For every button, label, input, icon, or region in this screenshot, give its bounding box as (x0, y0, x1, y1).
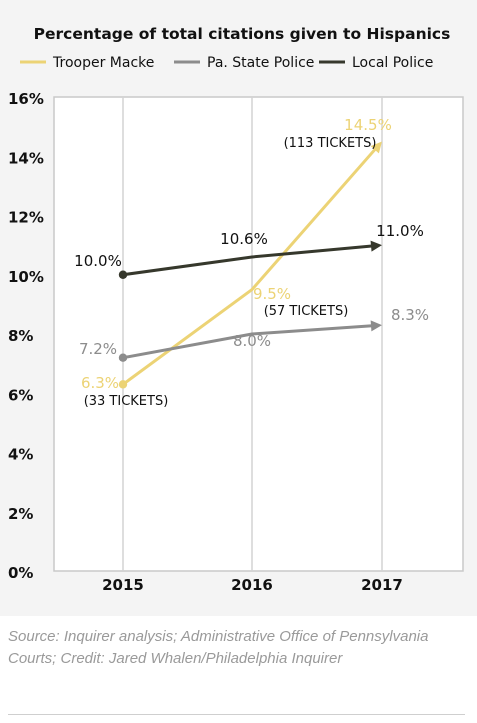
y-tick-label: 12% (8, 209, 44, 227)
y-tick-label: 0% (8, 564, 33, 582)
y-tick-label: 4% (8, 446, 33, 464)
x-tick-label: 2016 (231, 576, 273, 594)
ticket-note-0: (33 TICKETS) (84, 394, 169, 409)
line-chart: Percentage of total citations given to H… (8, 25, 464, 594)
source-credit: Source: Inquirer analysis; Administrativ… (8, 628, 429, 667)
data-point-2-0 (118, 270, 128, 279)
value-label-2-0: 10.0% (74, 252, 122, 270)
x-tick-label: 2017 (361, 576, 403, 594)
chart-figure: Percentage of total citations given to H… (0, 0, 477, 616)
x-tick-label: 2015 (102, 576, 144, 594)
y-tick-label: 2% (8, 505, 33, 523)
arrow-head-2 (370, 240, 382, 252)
value-label-2-1: 10.6% (220, 230, 268, 248)
value-label-1-1: 8.0% (233, 332, 271, 350)
legend-label-0: Trooper Macke (52, 55, 154, 71)
value-label-0-2: 14.5% (344, 116, 392, 134)
chart-title: Percentage of total citations given to H… (34, 25, 451, 43)
y-tick-label: 6% (8, 386, 33, 404)
arrow-head-1 (370, 320, 382, 332)
series-line-0 (122, 144, 380, 386)
y-tick-label: 10% (8, 268, 44, 286)
value-label-2-2: 11.0% (376, 222, 424, 240)
ticket-note-1: (57 TICKETS) (264, 304, 349, 319)
data-point-0-0 (118, 380, 128, 389)
value-label-1-2: 8.3% (391, 306, 429, 324)
data-point-1-0 (118, 353, 128, 362)
y-tick-label: 8% (8, 327, 33, 345)
value-label-1-0: 7.2% (79, 340, 117, 358)
legend-label-1: Pa. State Police (207, 55, 314, 71)
value-label-0-1: 9.5% (253, 285, 291, 303)
ticket-note-2: (113 TICKETS) (284, 136, 377, 151)
arrow-head-0 (370, 141, 382, 154)
series-line-2 (122, 244, 377, 277)
divider (8, 714, 465, 715)
y-tick-label: 14% (8, 149, 44, 167)
y-tick-label: 16% (8, 90, 44, 108)
legend-label-2: Local Police (352, 55, 433, 71)
value-label-0-0: 6.3% (81, 374, 119, 392)
series-line-1 (122, 324, 377, 360)
